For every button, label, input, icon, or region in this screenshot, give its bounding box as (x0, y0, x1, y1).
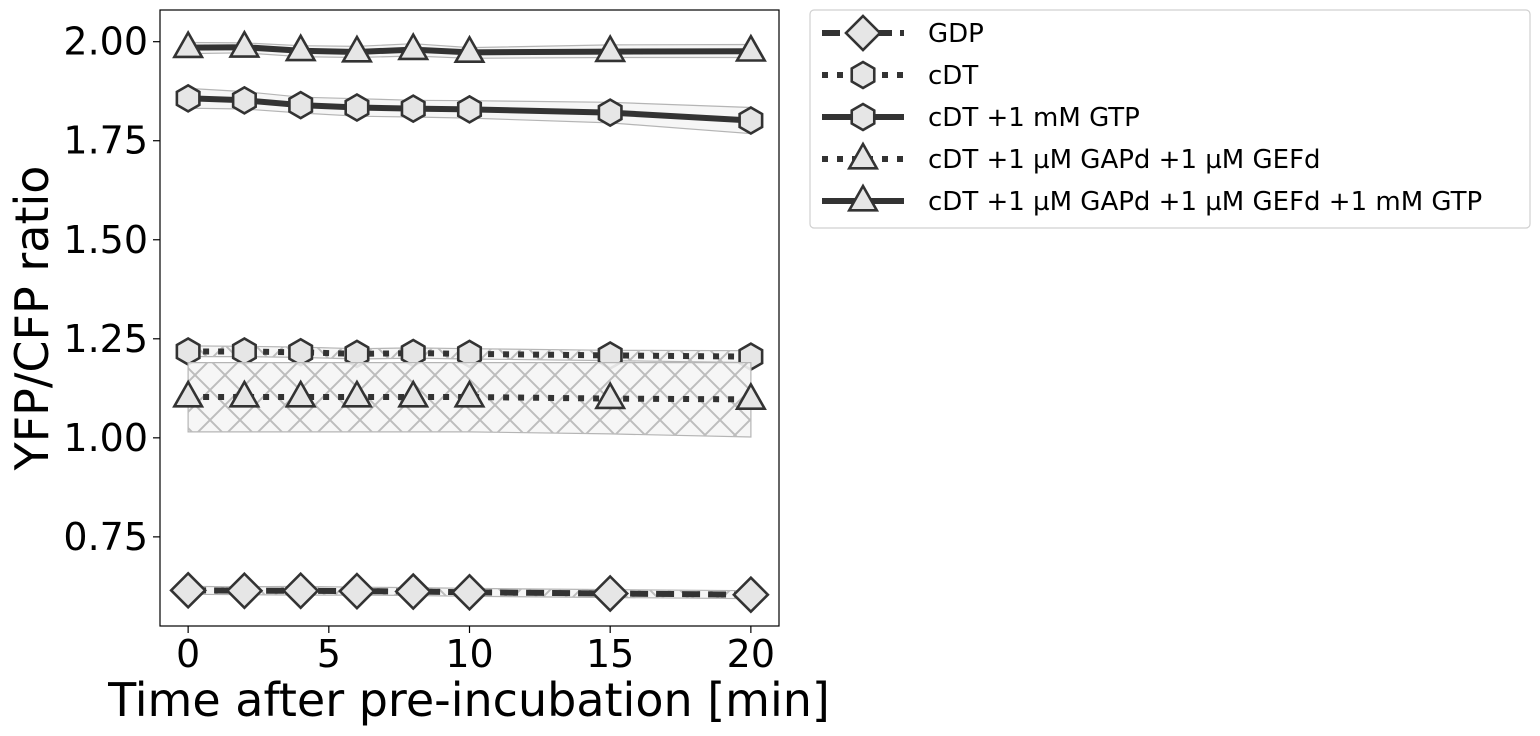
series-5 (172, 29, 767, 63)
series-3 (175, 83, 764, 136)
data-point (734, 381, 767, 411)
legend-label: cDT +1 mM GTP (928, 103, 1140, 133)
data-point (738, 106, 764, 136)
data-point (594, 33, 627, 63)
data-point (450, 573, 489, 612)
y-tick-label: 1.75 (63, 119, 148, 163)
data-point (281, 571, 320, 610)
data-point (288, 337, 314, 367)
data-point (456, 94, 483, 124)
x-tick-label: 5 (317, 632, 341, 676)
series-1 (169, 571, 770, 614)
y-tick-label: 1.50 (63, 218, 148, 262)
y-tick-label: 1.00 (63, 416, 148, 460)
legend-item: cDT +1 µM GAPd +1 µM GEFd (822, 141, 1321, 175)
data-point (453, 34, 486, 63)
legend-marker (846, 141, 880, 170)
data-point (394, 572, 433, 611)
legend: GDP cDT cDT +1 mM GTP cDT +1 µM GAPd +1 µM … (809, 9, 1531, 229)
data-point (284, 33, 317, 62)
x-tick-label: 20 (727, 632, 775, 676)
data-point (397, 379, 430, 408)
legend-marker (844, 14, 882, 52)
data-point (175, 336, 201, 366)
data-point (228, 29, 261, 58)
data-point (284, 379, 317, 408)
legend-label: cDT (928, 61, 978, 91)
legend-item: cDT +1 mM GTP (822, 102, 1140, 133)
data-point (734, 33, 767, 62)
legend-label: cDT +1 µM GAPd +1 µM GEFd (928, 145, 1321, 175)
data-point (338, 572, 376, 610)
data-point (597, 98, 623, 128)
legend-frame (809, 9, 1531, 229)
legend-item: cDT (822, 60, 978, 91)
series-4 (172, 362, 767, 438)
data-point (344, 92, 370, 122)
data-point (397, 31, 430, 61)
data-point (288, 90, 314, 120)
y-tick-label: 2.00 (63, 20, 148, 64)
legend-label: GDP (928, 19, 984, 49)
x-tick-label: 0 (176, 632, 200, 676)
x-tick-label: 10 (445, 632, 493, 676)
x-axis-title: Time after pre-incubation [min] (107, 673, 830, 727)
data-point (175, 83, 201, 113)
data-point (400, 94, 426, 124)
data-point (169, 571, 207, 610)
y-tick-label: 0.75 (63, 515, 148, 559)
legend-marker (846, 183, 880, 212)
data-point (594, 380, 627, 410)
legend-item: cDT +1 µM GAPd +1 µM GEFd +1 mM GTP (822, 183, 1482, 217)
legend-marker (850, 60, 876, 90)
y-tick-label: 1.25 (63, 317, 148, 361)
data-point (732, 575, 770, 614)
legend-label: cDT +1 µM GAPd +1 µM GEFd +1 mM GTP (928, 187, 1482, 217)
data-point (591, 574, 630, 613)
legend-item: GDP (822, 14, 984, 52)
x-tick-label: 15 (586, 632, 634, 676)
data-point (172, 379, 205, 408)
data-point (453, 379, 486, 408)
data-point (225, 571, 264, 610)
data-point (228, 379, 261, 408)
data-point (172, 30, 205, 59)
legend-marker (850, 102, 876, 132)
data-point (340, 34, 373, 63)
y-axis-title: YFP/CFP ratio (5, 166, 59, 472)
data-point (231, 85, 257, 115)
data-point (340, 379, 373, 408)
data-point (231, 336, 257, 366)
